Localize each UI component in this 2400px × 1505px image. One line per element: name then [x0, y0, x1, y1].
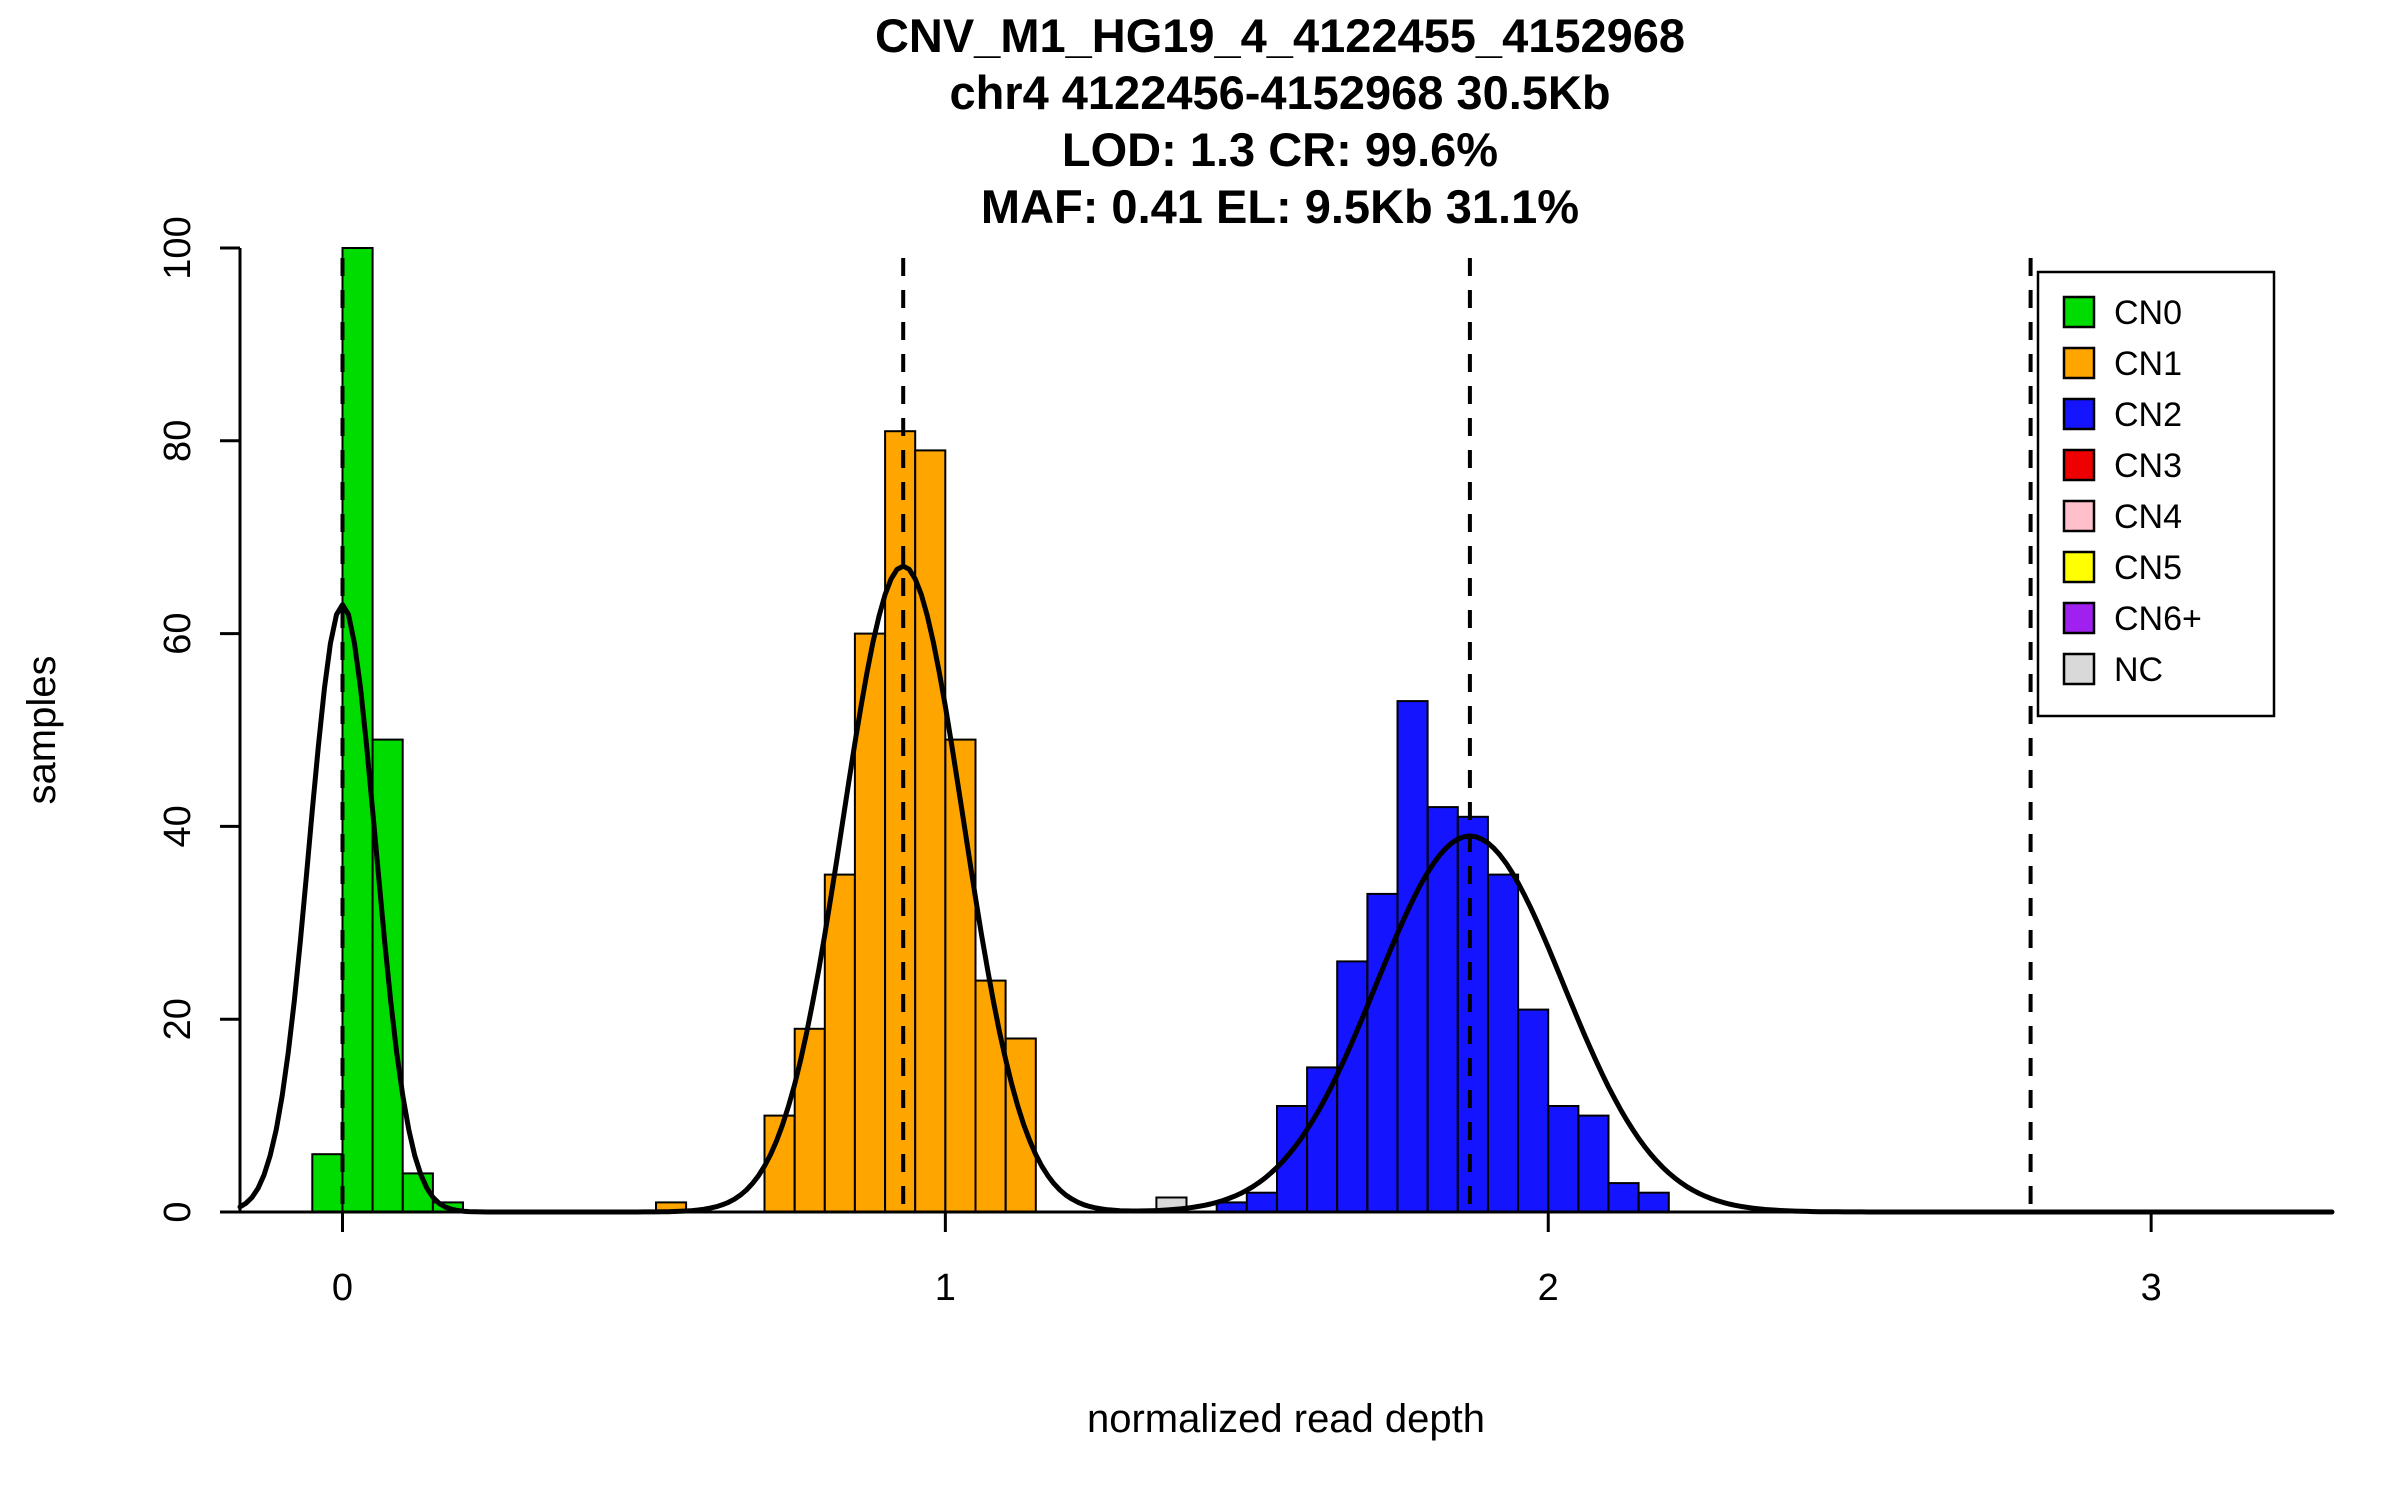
histogram-bar-CN2: [1487, 873, 1520, 1213]
legend-swatch-NC: [2062, 652, 2096, 686]
y-tick-label: 80: [157, 420, 199, 462]
histogram-bar-CN2: [1547, 1105, 1580, 1213]
histogram-bar-CN0: [341, 247, 374, 1213]
histogram-bar-CN1: [823, 873, 856, 1213]
x-tick-label: 2: [1538, 1267, 1559, 1309]
y-tick-label: 60: [157, 612, 199, 654]
axes-layer: 0 1 2 3 0 20 40 60 80 100: [157, 216, 2332, 1309]
chart-title-line2: chr4 4122456-4152968 30.5Kb: [949, 66, 1610, 119]
histogram-bar-CN2: [1396, 700, 1429, 1213]
legend-label-NC: NC: [2114, 651, 2163, 689]
histogram-bar-CN2: [1456, 815, 1489, 1213]
histogram-bar-CN2: [1637, 1191, 1670, 1213]
histogram-bar-CN1: [974, 979, 1007, 1213]
histogram-bar-CN2: [1517, 1008, 1550, 1213]
legend-label-CN3: CN3: [2114, 447, 2182, 485]
x-tick-label: 1: [935, 1267, 956, 1309]
component-mean-lines-layer: [340, 258, 2033, 1212]
y-tick-label: 100: [157, 216, 199, 279]
legend-label-CN4: CN4: [2114, 498, 2182, 536]
histogram-bar-CN2: [1607, 1182, 1640, 1213]
legend-box: [2036, 270, 2276, 718]
x-axis-title: normalized read depth: [1087, 1397, 1485, 1441]
y-tick-label: 0: [157, 1201, 199, 1222]
chart-title-line1: CNV_M1_HG19_4_4122455_4152968: [875, 9, 1685, 62]
chart-title-line4: MAF: 0.41 EL: 9.5Kb 31.1%: [981, 180, 1579, 233]
histogram-bar-CN1: [914, 449, 947, 1213]
legend-label-CN0: CN0: [2114, 294, 2182, 332]
histogram-bar-CN1: [884, 430, 917, 1213]
y-axis-title: samples: [20, 656, 64, 805]
histogram-bar-CN2: [1336, 960, 1369, 1214]
histogram-bars-layer: [311, 247, 1670, 1214]
histogram-bar-CN1: [944, 738, 977, 1213]
chart-title-block: CNV_M1_HG19_4_4122455_4152968 chr4 41224…: [875, 9, 1685, 233]
legend-swatch-CN6+: [2062, 601, 2096, 635]
legend-swatch-CN5: [2062, 550, 2096, 584]
histogram-bar-CN2: [1577, 1114, 1610, 1213]
legend-label-CN2: CN2: [2114, 396, 2182, 434]
histogram-bar-CN0: [311, 1153, 344, 1213]
histogram-bar-CN2: [1306, 1066, 1339, 1214]
legend-swatch-CN2: [2062, 397, 2096, 431]
legend-swatch-CN1: [2062, 346, 2096, 380]
x-tick-label: 3: [2141, 1267, 2162, 1309]
legend-label-CN1: CN1: [2114, 345, 2182, 383]
legend-label-CN5: CN5: [2114, 549, 2182, 587]
legend-swatch-CN4: [2062, 499, 2096, 533]
legend-swatch-CN3: [2062, 448, 2096, 482]
legend-swatch-CN0: [2062, 295, 2096, 329]
chart-title-line3: LOD: 1.3 CR: 99.6%: [1062, 123, 1498, 176]
legend: CN0 CN1 CN2 CN3 CN4 CN5 CN6+ NC: [2036, 270, 2276, 718]
histogram-bar-CN1: [1004, 1037, 1037, 1213]
histogram-bar-CN2: [1245, 1191, 1278, 1213]
legend-label-CN6+: CN6+: [2114, 600, 2202, 638]
y-tick-label: 40: [157, 805, 199, 847]
x-tick-label: 0: [332, 1267, 353, 1309]
y-tick-label: 20: [157, 998, 199, 1040]
